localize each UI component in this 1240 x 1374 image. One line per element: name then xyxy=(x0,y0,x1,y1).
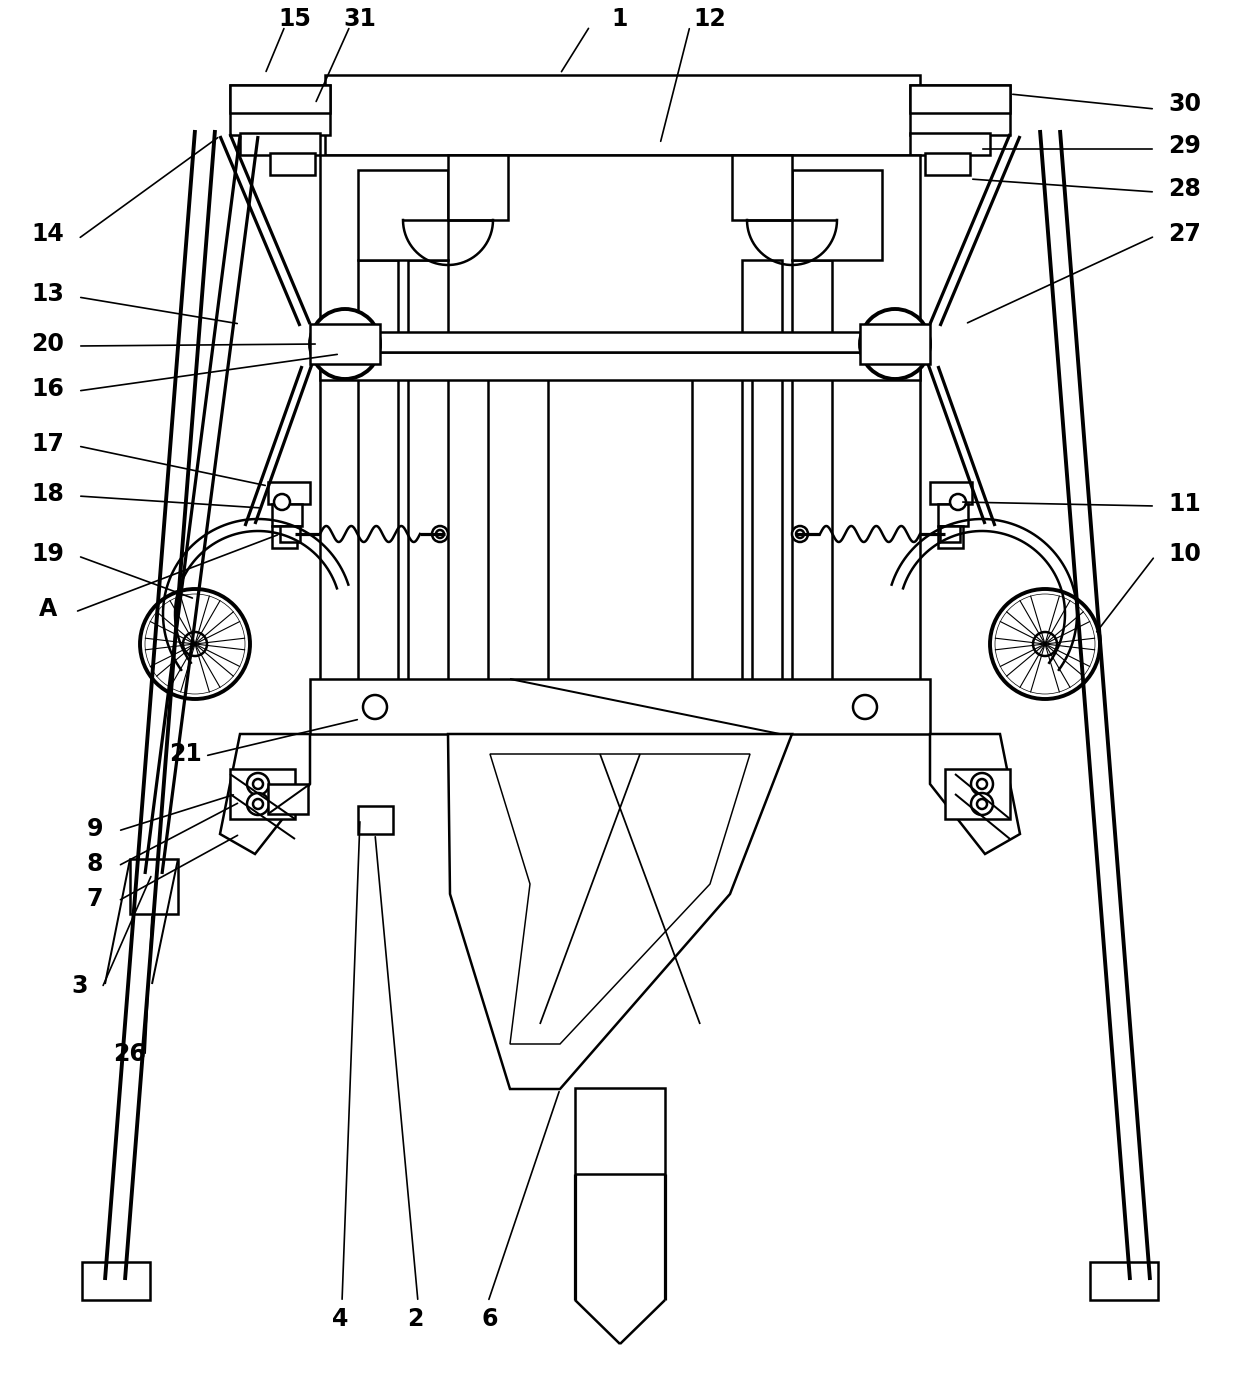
Text: 20: 20 xyxy=(31,333,64,356)
Bar xyxy=(930,482,972,504)
Polygon shape xyxy=(448,734,792,1090)
Bar xyxy=(82,1261,150,1300)
Bar xyxy=(268,482,310,504)
Text: 9: 9 xyxy=(87,818,103,841)
Bar xyxy=(692,370,751,699)
Bar xyxy=(1090,1261,1158,1300)
Bar xyxy=(937,526,963,548)
Bar xyxy=(280,526,300,541)
Bar xyxy=(229,85,330,113)
Circle shape xyxy=(140,589,250,699)
Text: 17: 17 xyxy=(31,431,64,456)
Text: 28: 28 xyxy=(1168,177,1202,201)
Bar xyxy=(910,85,1011,135)
Bar xyxy=(325,76,920,155)
Bar xyxy=(241,133,320,155)
Text: 4: 4 xyxy=(332,1307,348,1331)
Bar xyxy=(310,324,379,364)
Bar xyxy=(925,153,970,174)
Bar xyxy=(910,85,1011,113)
Circle shape xyxy=(145,594,246,694)
Text: 3: 3 xyxy=(72,974,88,998)
Polygon shape xyxy=(930,734,1021,855)
Text: 16: 16 xyxy=(31,376,64,401)
Text: 14: 14 xyxy=(32,223,64,246)
Bar xyxy=(792,170,882,260)
Circle shape xyxy=(363,695,387,719)
Circle shape xyxy=(274,495,290,510)
Bar xyxy=(910,133,990,155)
Circle shape xyxy=(330,328,360,359)
Text: 27: 27 xyxy=(1168,223,1202,246)
Bar xyxy=(937,504,968,526)
Circle shape xyxy=(432,526,448,541)
Bar xyxy=(130,859,179,914)
Circle shape xyxy=(990,589,1100,699)
Bar xyxy=(320,352,920,381)
Circle shape xyxy=(880,328,910,359)
Polygon shape xyxy=(490,754,750,1044)
Text: 18: 18 xyxy=(31,482,64,506)
Bar xyxy=(575,1088,665,1173)
Text: 7: 7 xyxy=(87,888,103,911)
Circle shape xyxy=(861,309,930,379)
Text: 2: 2 xyxy=(407,1307,423,1331)
Text: 15: 15 xyxy=(279,7,311,32)
Bar xyxy=(320,333,920,352)
Bar xyxy=(940,526,960,541)
Bar xyxy=(742,260,782,699)
Circle shape xyxy=(792,526,808,541)
Circle shape xyxy=(994,594,1095,694)
Bar xyxy=(272,504,303,526)
Bar xyxy=(272,526,298,548)
Text: 1: 1 xyxy=(611,7,629,32)
Circle shape xyxy=(971,793,993,815)
Text: 21: 21 xyxy=(169,742,201,765)
Bar xyxy=(270,153,315,174)
Circle shape xyxy=(247,774,269,796)
Bar xyxy=(229,769,295,819)
Circle shape xyxy=(184,632,207,655)
Bar xyxy=(358,807,393,834)
Circle shape xyxy=(950,495,966,510)
Bar xyxy=(792,260,832,699)
Circle shape xyxy=(1033,632,1056,655)
Text: 6: 6 xyxy=(482,1307,498,1331)
Text: 30: 30 xyxy=(1168,92,1202,115)
Bar xyxy=(945,769,1011,819)
Text: 31: 31 xyxy=(343,7,377,32)
Bar xyxy=(358,170,448,260)
Circle shape xyxy=(247,793,269,815)
Bar xyxy=(310,679,930,734)
Bar xyxy=(489,370,548,699)
Bar xyxy=(861,324,930,364)
Text: 29: 29 xyxy=(1168,135,1202,158)
Bar xyxy=(732,155,792,220)
Bar xyxy=(320,155,920,699)
Text: 11: 11 xyxy=(1168,492,1202,517)
Circle shape xyxy=(971,774,993,796)
Text: 26: 26 xyxy=(114,1041,146,1066)
Circle shape xyxy=(853,695,877,719)
Text: A: A xyxy=(38,596,57,621)
Text: 10: 10 xyxy=(1168,541,1202,566)
Bar xyxy=(408,260,448,699)
Bar xyxy=(229,85,330,135)
Text: 8: 8 xyxy=(87,852,103,877)
Circle shape xyxy=(310,309,379,379)
Text: 12: 12 xyxy=(693,7,727,32)
Bar xyxy=(358,260,398,699)
Bar xyxy=(268,785,308,813)
Bar xyxy=(448,155,508,220)
Text: 13: 13 xyxy=(31,282,64,306)
Polygon shape xyxy=(219,734,310,855)
Text: 19: 19 xyxy=(31,541,64,566)
